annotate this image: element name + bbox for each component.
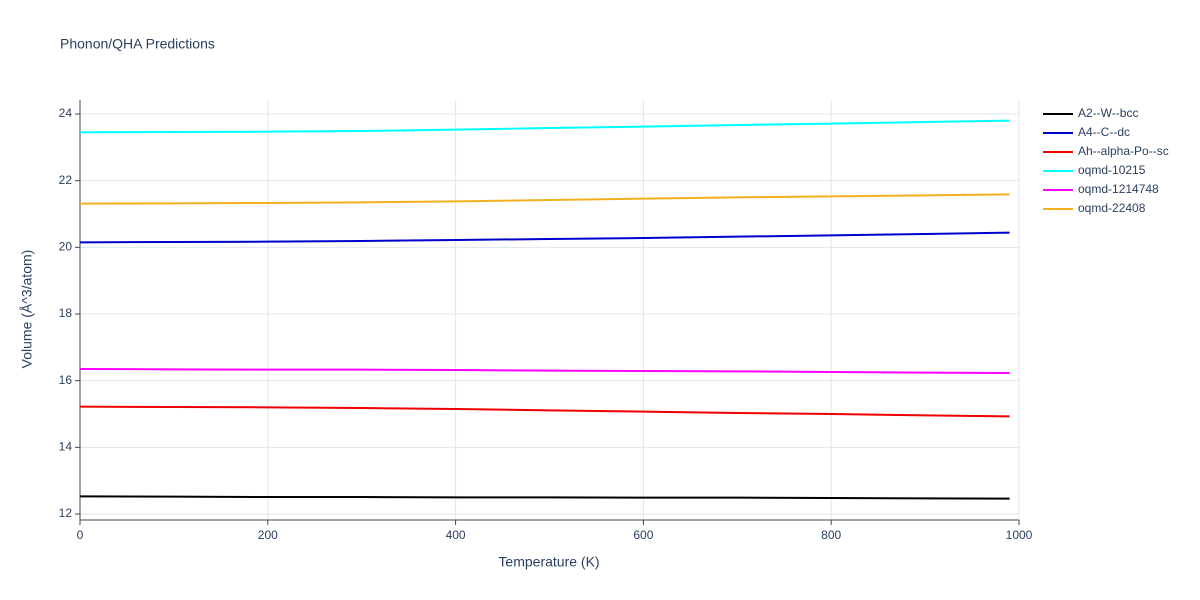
x-tick-label: 600 <box>633 528 653 542</box>
x-tick-label: 400 <box>446 528 466 542</box>
y-tick-label: 20 <box>59 240 73 254</box>
chart-title: Phonon/QHA Predictions <box>60 36 215 52</box>
y-tick-label: 24 <box>59 106 73 120</box>
series-line <box>79 368 1010 374</box>
x-tick-label: 1000 <box>1006 528 1033 542</box>
legend-label: A4--C--dc <box>1078 125 1130 139</box>
y-tick-label: 14 <box>59 440 73 454</box>
y-tick-label: 16 <box>59 373 73 387</box>
y-tick-label: 12 <box>59 506 73 520</box>
legend-label: Ah--alpha-Po--sc <box>1078 144 1169 158</box>
series-line <box>79 119 1010 134</box>
y-tick-label: 18 <box>59 306 73 320</box>
legend-label: oqmd-1214748 <box>1078 182 1159 196</box>
y-axis-title: Volume (Å^3/atom) <box>19 250 35 369</box>
legend-label: A2--W--bcc <box>1078 106 1138 120</box>
legend-label: oqmd-10215 <box>1078 163 1146 177</box>
x-tick-label: 200 <box>258 528 278 542</box>
series-line <box>79 231 1010 244</box>
y-tick-label: 22 <box>59 173 73 187</box>
series-line <box>79 495 1010 500</box>
x-axis-title: Temperature (K) <box>498 554 599 570</box>
x-tick-label: 0 <box>77 528 84 542</box>
legend-label: oqmd-22408 <box>1078 201 1146 215</box>
x-tick-label: 800 <box>821 528 841 542</box>
series-line <box>79 405 1010 418</box>
series-line <box>79 193 1010 205</box>
